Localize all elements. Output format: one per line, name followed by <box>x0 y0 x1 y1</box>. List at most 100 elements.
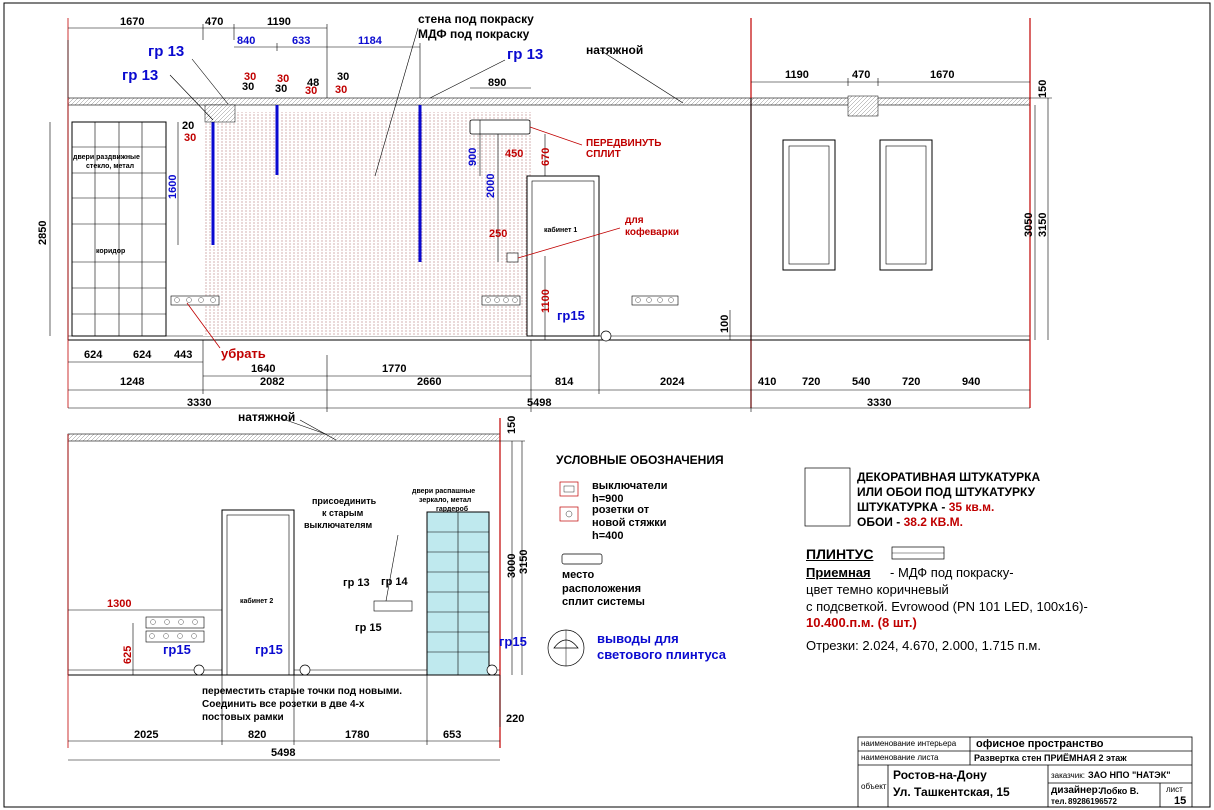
dim-624-b: 624 <box>133 349 152 361</box>
tb-address: Ул. Ташкентская, 15 <box>893 785 1010 799</box>
dim-450: 450 <box>505 148 524 160</box>
label-wardrobe: гардероб <box>436 506 469 513</box>
note-move-split-1: ПЕРЕДВИНУТЬ <box>586 138 662 149</box>
dim-1190-top-left: 1190 <box>267 16 291 28</box>
dim-670: 670 <box>540 147 552 166</box>
dim-820: 820 <box>248 729 267 741</box>
group-label-gr15-a: гр15 <box>557 308 585 323</box>
dim-624-a: 624 <box>84 349 103 361</box>
note-connect-1: присоединить <box>312 496 377 506</box>
label-corridor: коридор <box>96 248 126 255</box>
upper-elevation <box>49 18 1052 439</box>
tb-designer-label: дизайнер: <box>1051 785 1102 796</box>
legend-title: УСЛОВНЫЕ ОБОЗНАЧЕНИЯ <box>556 453 724 467</box>
legend-light-1: выводы для <box>597 631 679 646</box>
dim-625: 625 <box>122 645 134 664</box>
dim-1190-top-right: 1190 <box>785 69 809 81</box>
note-mdf-paint: МДФ под покраску <box>418 27 530 41</box>
dim-20: 20 <box>182 120 195 132</box>
note-stretch-ceiling-bottom: натяжной <box>238 410 296 424</box>
dim-2660: 2660 <box>417 376 442 388</box>
dim-890: 890 <box>488 77 507 89</box>
dim-940: 940 <box>962 376 981 388</box>
tb-sheet-number: 15 <box>1174 795 1187 807</box>
tb-client: ЗАО НПО "НАТЭК" <box>1088 770 1171 780</box>
tb-sheet-name: Развертка стен ПРИЁМНАЯ 2 этаж <box>974 753 1127 763</box>
dim-1670-top-left: 1670 <box>120 16 145 28</box>
tb-interior-name: офисное пространство <box>976 738 1104 750</box>
dim-3150-top: 3150 <box>1037 212 1049 237</box>
dim-250: 250 <box>489 228 508 240</box>
group-label-gr13-d: гр 13 <box>343 577 370 589</box>
dim-30-d: 30 <box>275 83 288 95</box>
label-sliding-doors-2: стекло, метал <box>86 163 135 170</box>
tb-object-label: объект <box>861 782 887 791</box>
dim-2000: 2000 <box>485 173 497 198</box>
group-label-gr13-b: гр 13 <box>122 67 159 84</box>
dim-1248: 1248 <box>120 376 145 388</box>
tb-interior-name-label: наименование интерьера <box>861 739 957 748</box>
legend-switches-1: выключатели <box>592 480 668 492</box>
dim-410: 410 <box>758 376 777 388</box>
dim-30-g: 30 <box>335 84 348 96</box>
note-remove: убрать <box>221 346 266 361</box>
tb-designer: Лобко В. <box>1100 786 1139 796</box>
legend-graphics <box>547 467 945 667</box>
note-stretch-ceiling-top: натяжной <box>586 43 644 57</box>
group-label-gr14: гр 14 <box>381 576 408 588</box>
note-coffee-2: кофеварки <box>625 227 679 238</box>
plinth-desc-2: цвет темно коричневый <box>806 582 949 597</box>
tb-sheet-name-label: наименование листа <box>861 753 939 762</box>
plinth-desc-3: с подсветкой. Evrowood (PN 101 LED, 100x… <box>806 599 1088 614</box>
dim-470-top-left: 470 <box>205 16 224 28</box>
note-wall-paint: стена под покраску <box>418 12 534 26</box>
legend-sockets-1: розетки от <box>592 504 650 516</box>
dim-470-top-right: 470 <box>852 69 871 81</box>
dim-1300: 1300 <box>107 598 132 610</box>
label-swing-doors-1: двери распашные <box>412 488 476 495</box>
tb-sheet-label: лист <box>1166 785 1183 794</box>
legend-split-2: расположения <box>562 583 642 595</box>
dim-3330-left: 3330 <box>187 397 212 409</box>
group-label-gr15-e: гр 15 <box>355 622 382 634</box>
dim-633: 633 <box>292 35 311 47</box>
dim-720-a: 720 <box>802 376 821 388</box>
tb-phone: 89286196572 <box>1068 797 1117 806</box>
dim-1100: 1100 <box>540 289 552 313</box>
group-label-gr15-d: гр15 <box>499 634 527 649</box>
finish-plaster: ШТУКАТУРКА - 35 кв.м. <box>857 500 995 514</box>
tb-phone-label: тел. <box>1051 797 1067 806</box>
label-cabinet-2: кабинет 2 <box>240 598 274 605</box>
dim-1184: 1184 <box>358 35 382 47</box>
dim-2850: 2850 <box>37 220 49 245</box>
dim-5498-upper: 5498 <box>527 397 552 409</box>
dim-30-e: 30 <box>305 85 318 97</box>
legend-switches-2: h=900 <box>592 493 624 505</box>
group-label-gr13-a: гр 13 <box>148 43 185 60</box>
group-label-gr15-c: гр15 <box>255 642 283 657</box>
note-connect-3: выключателям <box>304 520 373 530</box>
dim-1640: 1640 <box>251 363 276 375</box>
dim-2082: 2082 <box>260 376 285 388</box>
legend-sockets-3: h=400 <box>592 530 624 542</box>
plinth-title: ПЛИНТУС <box>806 546 874 562</box>
note-move-points-3: постовых рамки <box>202 712 284 723</box>
dim-30-c: 30 <box>277 73 290 85</box>
dim-5498-lower: 5498 <box>271 747 296 759</box>
note-move-points-1: переместить старые точки под новыми. <box>202 686 403 697</box>
dim-1780: 1780 <box>345 729 370 741</box>
dim-1770: 1770 <box>382 363 407 375</box>
plinth-cuts: Отрезки: 2.024, 4.670, 2.000, 1.715 п.м. <box>806 638 1041 653</box>
label-sliding-doors-1: двери раздвижные <box>73 154 140 161</box>
dim-220: 220 <box>506 713 525 725</box>
plinth-desc-1: - МДФ под покраску- <box>890 565 1014 580</box>
dim-720-b: 720 <box>902 376 921 388</box>
dim-30-b: 30 <box>242 81 255 93</box>
group-label-gr15-b: гр15 <box>163 642 191 657</box>
dim-2024: 2024 <box>660 376 685 388</box>
note-coffee-1: для <box>625 215 644 226</box>
dim-443: 443 <box>174 349 193 361</box>
legend-light-2: светового плинтуса <box>597 647 726 662</box>
dim-30-a: 30 <box>244 71 257 83</box>
